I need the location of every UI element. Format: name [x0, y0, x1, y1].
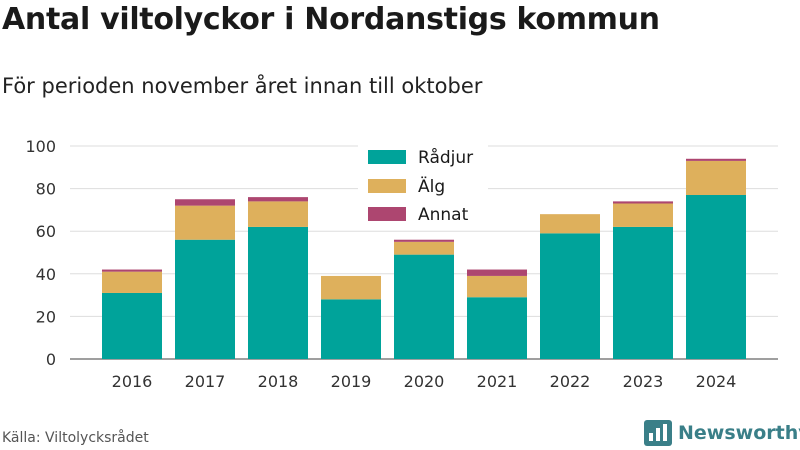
y-axis: 0 20 40 60 80 100 — [25, 137, 56, 369]
bar-segment — [321, 299, 381, 359]
x-tick-label: 2021 — [477, 372, 518, 391]
bar-segment — [175, 199, 235, 206]
bar-chart-icon — [644, 420, 672, 446]
x-tick-label: 2016 — [112, 372, 153, 391]
y-tick-label: 60 — [36, 222, 56, 241]
bar-segment — [686, 194, 746, 359]
legend-swatch — [368, 150, 406, 164]
y-tick-label: 20 — [36, 307, 56, 326]
y-tick-label: 100 — [25, 137, 56, 156]
chart-title: Antal viltolyckor i Nordanstigs kommun — [2, 2, 660, 37]
x-tick-label: 2017 — [185, 372, 226, 391]
legend-label: Annat — [418, 205, 469, 225]
x-tick-label: 2024 — [696, 372, 737, 391]
x-tick-label: 2019 — [331, 372, 372, 391]
bar-segment — [175, 239, 235, 359]
x-tick-label: 2023 — [623, 372, 664, 391]
y-tick-label: 40 — [36, 265, 56, 284]
legend-label: Älg — [418, 176, 445, 197]
bar-segment — [248, 201, 308, 227]
bar-segment — [102, 269, 162, 272]
bars — [102, 158, 746, 359]
source-note: Källa: Viltolycksrådet — [2, 430, 149, 446]
bar-segment — [540, 214, 600, 234]
bar-segment — [321, 275, 381, 300]
bar-segment — [540, 233, 600, 359]
x-tick-label: 2022 — [550, 372, 591, 391]
y-tick-label: 80 — [36, 180, 56, 199]
bar-segment — [467, 297, 527, 359]
brand-logo: Newsworthy — [644, 420, 800, 446]
bar-segment — [248, 197, 308, 202]
y-tick-label: 0 — [46, 350, 56, 369]
bar-segment — [102, 292, 162, 359]
bar-segment — [394, 241, 454, 255]
x-tick-label: 2020 — [404, 372, 445, 391]
bar-segment — [613, 203, 673, 227]
bar-segment — [394, 254, 454, 359]
legend-label: Rådjur — [418, 147, 473, 168]
legend-swatch — [368, 179, 406, 193]
legend-swatch — [368, 207, 406, 221]
x-tick-label: 2018 — [258, 372, 299, 391]
bar-segment — [686, 158, 746, 161]
bar-segment — [467, 269, 527, 276]
chart-subtitle: För perioden november året innan till ok… — [2, 74, 483, 98]
bar-segment — [467, 275, 527, 298]
bar-segment — [175, 205, 235, 240]
bar-segment — [613, 226, 673, 359]
bar-segment — [686, 160, 746, 195]
brand-name: Newsworthy — [678, 422, 800, 444]
legend: Rådjur Älg Annat — [358, 142, 488, 230]
x-axis: 2016 2017 2018 2019 2020 2021 2022 2023 2024 — [112, 372, 737, 391]
bar-segment — [613, 201, 673, 204]
bar-segment — [248, 226, 308, 359]
bar-segment — [102, 271, 162, 293]
bar-segment — [394, 239, 454, 242]
